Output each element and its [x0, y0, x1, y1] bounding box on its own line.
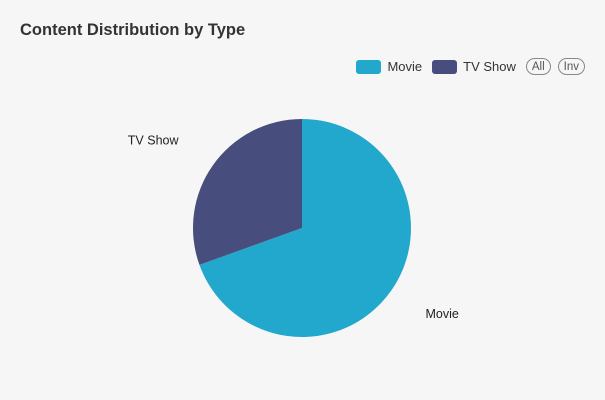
legend-invert-button[interactable]: Inv [557, 58, 585, 75]
legend: Movie TV Show All Inv [356, 58, 585, 75]
legend-item-tv-show[interactable]: TV Show [432, 59, 516, 74]
slice-label-tv-show: TV Show [128, 133, 180, 147]
chart-title: Content Distribution by Type [20, 21, 246, 39]
legend-label-movie: Movie [387, 59, 423, 74]
legend-label-tv-show: TV Show [463, 59, 516, 74]
legend-item-movie[interactable]: Movie [356, 59, 422, 74]
legend-select-all-button[interactable]: All [525, 58, 551, 75]
slice-label-movie: Movie [426, 307, 459, 321]
legend-swatch-movie [356, 59, 382, 74]
legend-swatch-tv-show [432, 59, 458, 74]
pie-slice-movie[interactable] [199, 119, 411, 337]
pie-slice-tv-show[interactable] [192, 118, 302, 265]
